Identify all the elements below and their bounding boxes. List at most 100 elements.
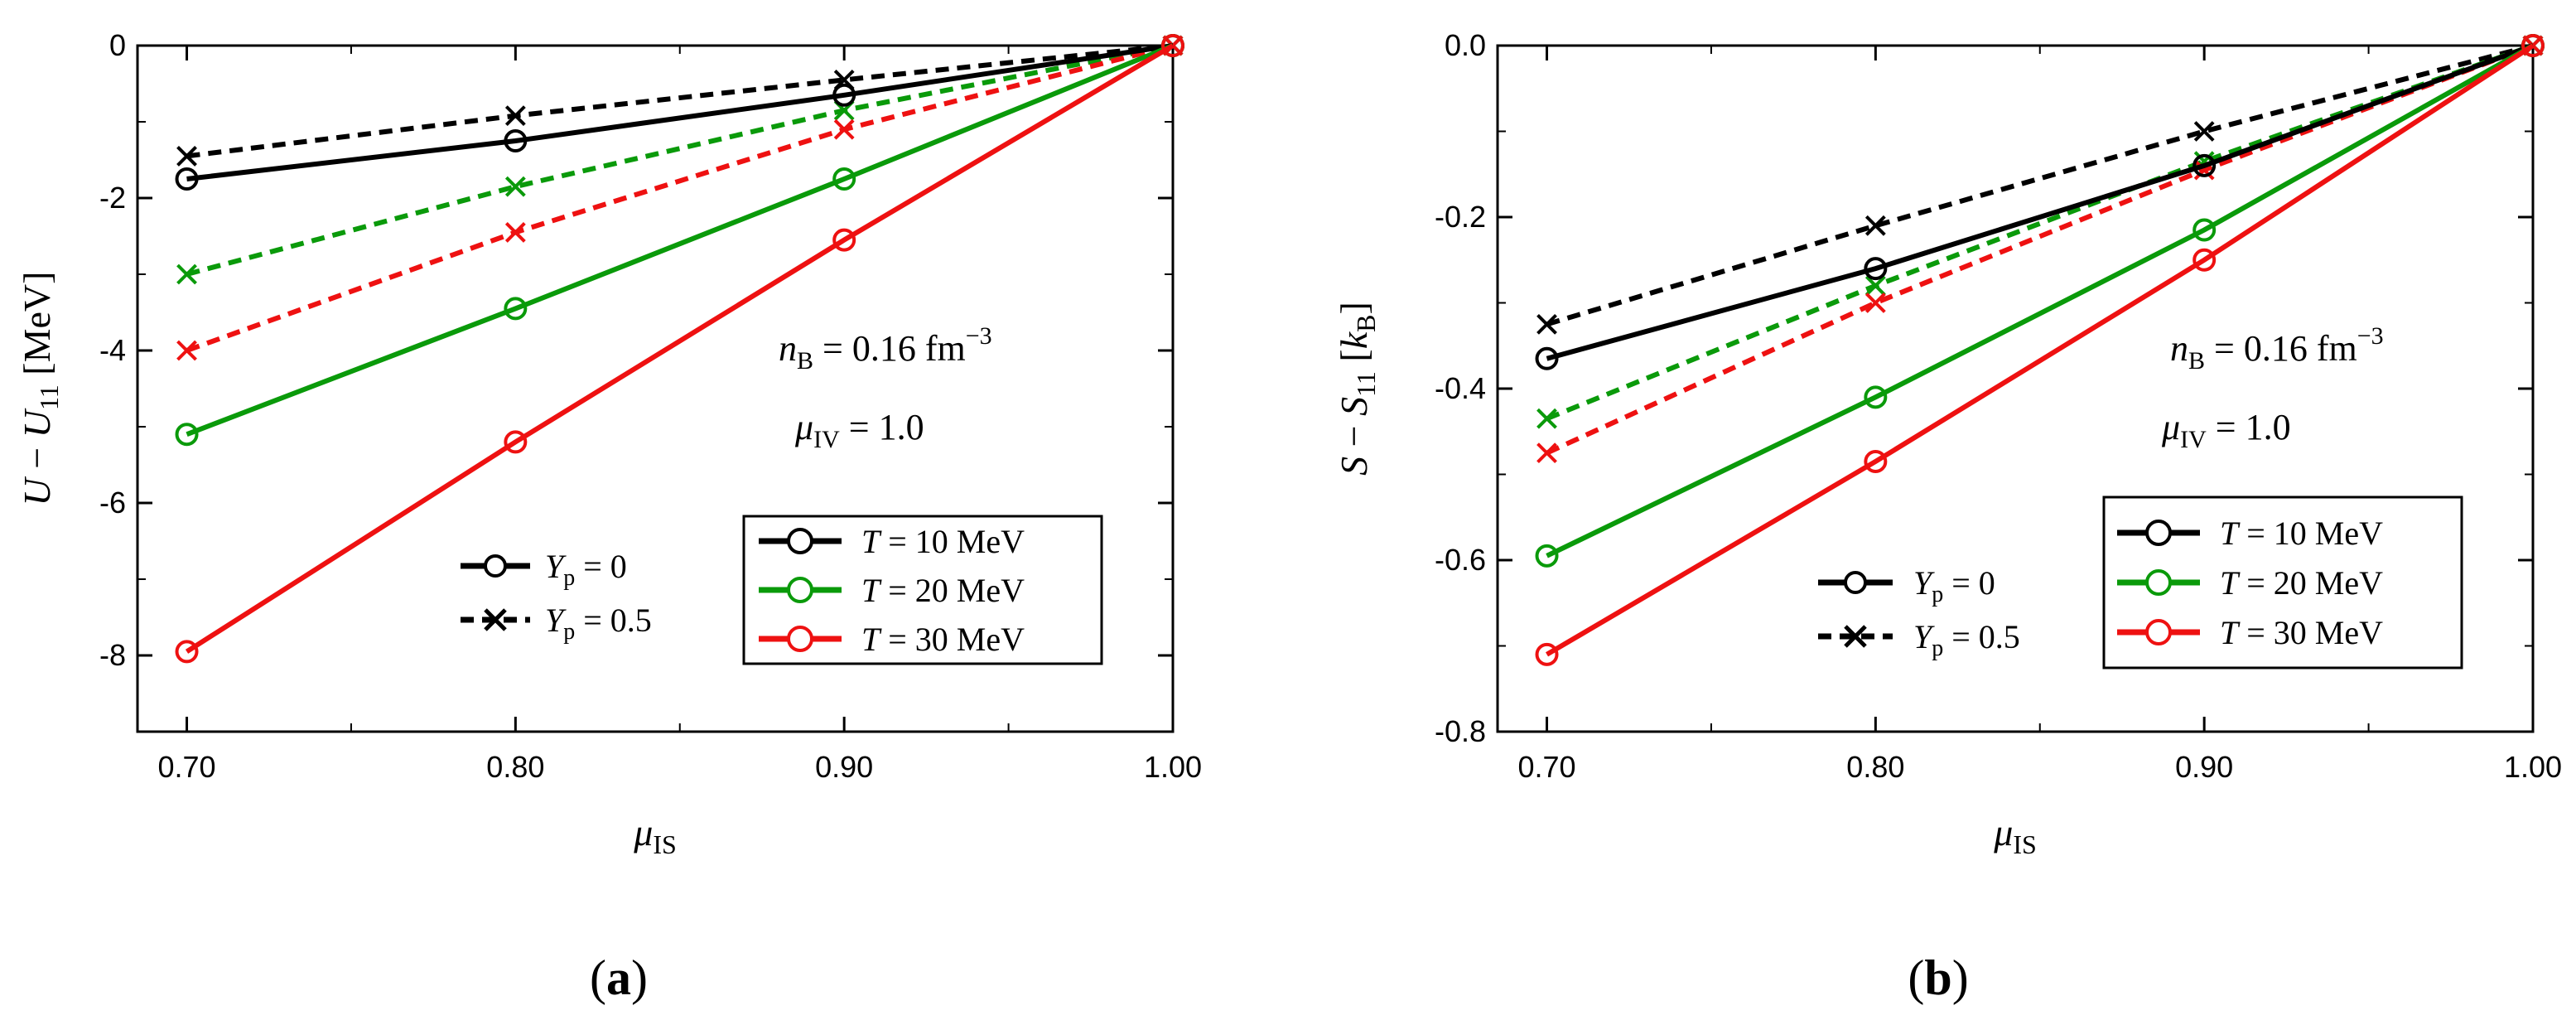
- y-tick-label-a-4: -8: [99, 638, 126, 672]
- svg-text:Yp = 0: Yp = 0: [1913, 564, 1995, 607]
- y-tick-label-b-3: -0.6: [1435, 543, 1486, 577]
- data-point-b-1-0: [1536, 313, 1557, 335]
- panel-b: 0.70 0.80 0.90 1.00 0.0 -0.2 -0.4 -0.6 -0.8 S − …: [1333, 28, 2562, 1005]
- series-line-b-5: [1546, 43, 2535, 456]
- svg-text:Yp = 0: Yp = 0: [545, 548, 627, 591]
- data-point-a-1-1: [504, 105, 526, 127]
- legend-t-b: T = 10 MeV T = 20 MeV T = 30 MeV: [2102, 495, 2463, 670]
- legend-yp-a: Yp = 0 Yp = 0.5: [461, 548, 652, 645]
- data-point-a-5-1: [504, 221, 526, 243]
- legend-yp-entry-dashed-a: Yp = 0.5: [461, 602, 652, 645]
- y-axis-label-b: S − S11 [kB]: [1333, 302, 1381, 476]
- series-line-b-0: [1546, 43, 2535, 361]
- data-point-b-5-0: [1536, 442, 1557, 464]
- data-point-a-2-1: [504, 297, 528, 321]
- x-tick-label-a-3: 1.00: [1144, 750, 1202, 784]
- y-tick-label-a-3: -6: [99, 486, 126, 520]
- series-line-b-4: [1546, 43, 2535, 657]
- series-line-a-2: [186, 43, 1175, 437]
- data-point-a-2-0: [175, 423, 199, 447]
- legend-t-entry-30-a: T = 30 MeV: [759, 621, 1025, 658]
- data-point-a-4-0: [175, 640, 199, 664]
- legend-yp-b: Yp = 0 Yp = 0.5: [1818, 564, 2020, 661]
- annotation-muiv-a: μIV = 1.0: [794, 407, 924, 453]
- svg-text:Yp = 0.5: Yp = 0.5: [1913, 618, 2020, 661]
- x-tick-label-a-0: 0.70: [157, 750, 215, 784]
- data-point-a-3-0: [176, 263, 197, 285]
- series-line-a-0: [186, 43, 1174, 181]
- ticks-a: 0.70 0.80 0.90 1.00 0 -2 -4 -6 -8: [99, 28, 1202, 784]
- series-a: [175, 34, 1184, 664]
- x-tick-label-a-1: 0.80: [486, 750, 544, 784]
- data-point-b-4-2: [2192, 248, 2217, 272]
- legend-t-entry-20-b: T = 20 MeV: [2117, 564, 2383, 602]
- legend-yp-entry-dashed-b: Yp = 0.5: [1818, 618, 2020, 661]
- x-tick-label-b-0: 0.70: [1517, 750, 1575, 784]
- data-point-a-5-2: [833, 118, 855, 140]
- panel-a: 0.70 0.80 0.90 1.000-2-4-6-8 U − U11 [MeV] …: [16, 28, 1202, 1005]
- x-tick-label-b-2: 0.90: [2175, 750, 2233, 784]
- series-line-b-2: [1546, 43, 2535, 558]
- y-tick-label-a-1: -2: [99, 181, 126, 215]
- panel-label-a: (a): [590, 950, 648, 1005]
- y-tick-label-b-1: -0.2: [1435, 200, 1486, 234]
- data-point-b-0-0: [1535, 346, 1559, 370]
- svg-text:T = 20 MeV: T = 20 MeV: [2220, 564, 2383, 602]
- data-point-b-0-2: [2192, 153, 2217, 177]
- x-axis-label-a: μIS: [633, 811, 677, 859]
- series-line-a-5: [186, 43, 1174, 353]
- series-line-a-3: [186, 43, 1174, 277]
- ticks-b: 0.70 0.80 0.90 1.00 0.0 -0.2 -0.4 -0.6 -0.8: [1435, 28, 2562, 784]
- annotation-nb-b: nB = 0.16 fm−3: [2170, 322, 2384, 375]
- data-point-b-3-1: [1864, 275, 1886, 297]
- y-tick-label-b-0: 0.0: [1445, 28, 1486, 62]
- x-tick-label-a-2: 0.90: [815, 750, 873, 784]
- data-point-b-0-1: [1864, 257, 1888, 281]
- series-b: [1535, 34, 2545, 666]
- legend-t-entry-10-b: T = 10 MeV: [2117, 515, 2383, 552]
- data-point-b-3-0: [1536, 408, 1557, 429]
- panel-label-b: (b): [1908, 950, 1968, 1005]
- y-axis-label-a: U − U11 [MeV]: [16, 272, 64, 506]
- y-tick-label-b-2: -0.4: [1435, 371, 1486, 405]
- data-point-a-4-1: [504, 430, 528, 454]
- data-point-a-3-1: [504, 176, 526, 197]
- data-point-a-4-3: [1161, 34, 1184, 57]
- data-point-a-0-0: [175, 167, 199, 191]
- data-point-a-5-0: [176, 340, 197, 361]
- data-point-b-4-1: [1864, 449, 1888, 473]
- legend-yp-entry-solid-a: Yp = 0: [461, 548, 627, 591]
- x-tick-label-b-3: 1.00: [2504, 750, 2562, 784]
- series-line-a-1: [186, 43, 1174, 159]
- svg-text:Yp = 0.5: Yp = 0.5: [545, 602, 652, 645]
- x-tick-label-b-1: 0.80: [1846, 750, 1904, 784]
- data-point-b-2-0: [1535, 544, 1559, 568]
- y-tick-label-a-2: -4: [99, 333, 126, 367]
- annotation-muiv-b: μIV = 1.0: [2161, 407, 2291, 453]
- data-point-b-1-1: [1864, 215, 1886, 236]
- y-tick-label-a-0: 0: [109, 28, 126, 62]
- svg-text:T = 20 MeV: T = 20 MeV: [861, 572, 1025, 609]
- data-point-b-4-3: [2521, 34, 2545, 57]
- legend-t-entry-30-b: T = 30 MeV: [2117, 614, 2383, 651]
- data-point-b-1-2: [2193, 121, 2215, 142]
- svg-text:T = 30 MeV: T = 30 MeV: [861, 621, 1025, 658]
- data-point-b-2-1: [1864, 385, 1888, 409]
- annotation-nb-a: nB = 0.16 fm−3: [779, 322, 992, 375]
- legend-t-entry-20-a: T = 20 MeV: [759, 572, 1025, 609]
- series-line-b-1: [1546, 43, 2534, 327]
- plot-frame-a: [136, 44, 1175, 733]
- y-tick-label-b-4: -0.8: [1435, 714, 1486, 748]
- data-point-b-4-0: [1535, 642, 1559, 666]
- svg-text:T = 10 MeV: T = 10 MeV: [861, 523, 1025, 560]
- data-point-a-2-2: [832, 167, 856, 191]
- data-point-a-1-0: [176, 145, 197, 167]
- data-point-a-0-1: [504, 129, 528, 152]
- data-point-a-4-2: [832, 228, 856, 252]
- legend-yp-entry-solid-b: Yp = 0: [1818, 564, 1995, 607]
- data-point-b-5-1: [1864, 292, 1886, 313]
- data-point-a-0-2: [832, 83, 856, 107]
- data-point-b-2-2: [2192, 218, 2217, 242]
- legend-t-a: T = 10 MeV T = 20 MeV T = 30 MeV: [742, 515, 1103, 665]
